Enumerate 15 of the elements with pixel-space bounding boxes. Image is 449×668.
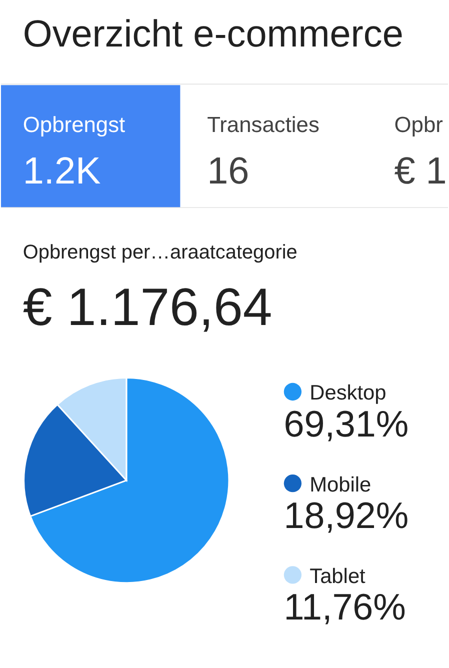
text: Transacties — [207, 112, 320, 137]
legend-label: Mobile — [310, 473, 372, 496]
data-label: 69,31% — [284, 404, 409, 445]
text: Opbr — [394, 112, 443, 137]
chart-title: Opbrengst per…araatcategorie — [22, 241, 298, 264]
chart-subtitle: € 1.176,64 — [22, 278, 272, 338]
data-label: 18,92% — [284, 495, 409, 536]
text: Overzicht e-commerce — [22, 13, 404, 56]
legend-label: Desktop — [310, 382, 386, 405]
text: € 1 — [394, 150, 447, 193]
data-label: 11,76% — [284, 586, 406, 628]
text: Opbrengst — [22, 112, 126, 137]
text: 1.2K — [22, 150, 101, 193]
legend-label: Tablet — [310, 564, 366, 588]
text: 16 — [207, 150, 250, 193]
